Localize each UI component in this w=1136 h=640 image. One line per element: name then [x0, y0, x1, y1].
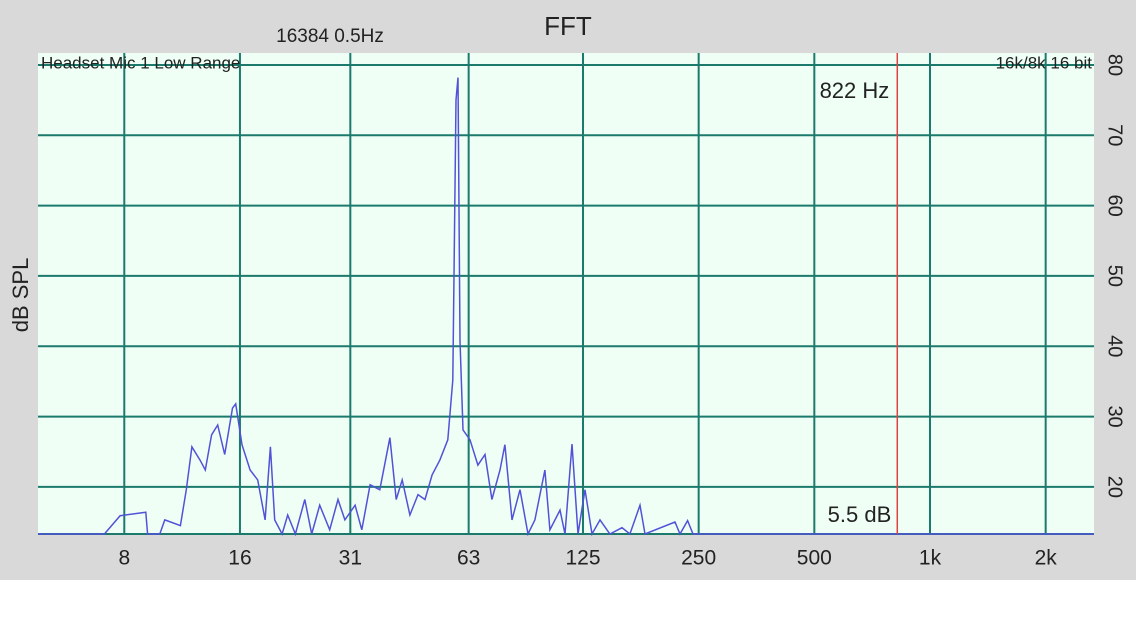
- x-tick-label: 2k: [1035, 547, 1058, 570]
- cursor-level-label: 5.5 dB: [828, 502, 892, 527]
- x-tick-label: 1k: [919, 547, 942, 570]
- x-tick-label: 16: [228, 547, 251, 570]
- plot-background: [38, 53, 1094, 534]
- y-tick-label: 30: [1104, 405, 1126, 427]
- y-axis-label: dB SPL: [8, 258, 33, 333]
- spectrum-line: [38, 77, 1094, 537]
- y-tick-label: 80: [1104, 54, 1126, 76]
- chart-title: FFT: [544, 11, 592, 41]
- x-tick-label: 31: [339, 547, 362, 570]
- x-tick-label: 63: [457, 547, 480, 570]
- x-tick-label: 250: [681, 547, 716, 570]
- cursor-frequency-label: 822 Hz: [820, 78, 890, 103]
- format-label: 16k/8k 16 bit: [996, 53, 1093, 72]
- subtitle: 16384 0.5Hz: [276, 26, 384, 47]
- x-tick-label: 125: [565, 547, 600, 570]
- x-tick-label: 500: [797, 547, 832, 570]
- y-tick-label: 40: [1104, 335, 1126, 357]
- y-tick-label: 60: [1104, 194, 1126, 216]
- y-tick-label: 50: [1104, 265, 1126, 287]
- y-tick-label: 70: [1104, 124, 1126, 146]
- y-tick-label: 20: [1104, 476, 1126, 498]
- x-tick-label: 8: [118, 547, 130, 570]
- source-label: Headset Mic 1 Low Range: [41, 53, 240, 72]
